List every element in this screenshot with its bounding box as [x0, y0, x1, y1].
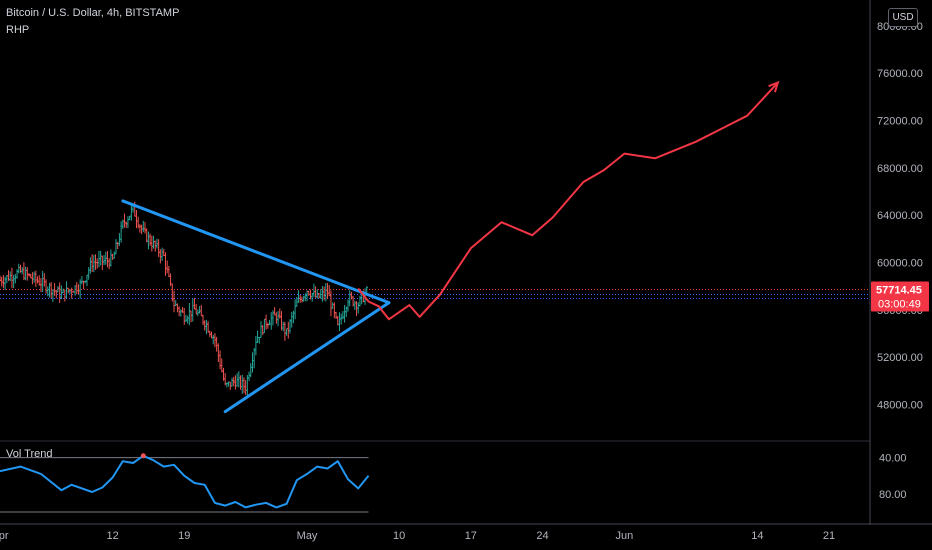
vol-trend-overbought-mark — [140, 453, 146, 459]
time-tick-label: Jun — [615, 530, 633, 542]
price-tick-label: 72000.00 — [877, 115, 923, 127]
price-axis[interactable]: 48000.0052000.0056000.0060000.0064000.00… — [877, 21, 923, 412]
indicator-tick-label: 80.00 — [879, 489, 907, 501]
price-tick-label: 52000.00 — [877, 352, 923, 364]
indicator-axis[interactable]: 80.00 40.00 — [879, 453, 907, 501]
currency-button[interactable]: USD — [888, 8, 918, 27]
chart-title[interactable]: Bitcoin / U.S. Dollar, 4h, BITSTAMP — [6, 7, 180, 19]
time-tick-label: 14 — [751, 530, 763, 542]
projection-path — [357, 81, 779, 321]
time-tick-label: 10 — [393, 530, 405, 542]
price-tick-label: 60000.00 — [877, 257, 923, 269]
time-tick-label: May — [297, 530, 318, 542]
indicator-name-rhp[interactable]: RHP — [6, 24, 30, 36]
vol-trend-line — [0, 454, 370, 509]
price-tick-label: 64000.00 — [877, 210, 923, 222]
time-tick-label: 21 — [823, 530, 835, 542]
time-axis[interactable]: Apr 12 19 May 10 17 24 Jun 14 21 — [0, 530, 835, 542]
countdown-timer: 03:00:49 — [878, 299, 921, 311]
time-tick-label: 12 — [106, 530, 118, 542]
vol-trend-label[interactable]: Vol Trend — [6, 448, 53, 460]
indicator-tick-label: 40.00 — [879, 453, 907, 465]
indicator-pane[interactable] — [0, 453, 370, 513]
last-price-value: 57714.45 — [876, 285, 922, 297]
last-price-tag — [871, 281, 929, 312]
triangle-lower-trendline — [223, 301, 391, 414]
projection-arrow-head — [768, 80, 780, 93]
drawings-layer[interactable] — [121, 80, 780, 414]
time-tick-label: 24 — [536, 530, 548, 542]
price-tags: 57714.45 03:00:49 — [871, 281, 929, 312]
time-tick-label: 19 — [178, 530, 190, 542]
time-tick-label: 17 — [465, 530, 477, 542]
price-pane[interactable] — [0, 201, 870, 396]
triangle-upper-trendline — [121, 199, 391, 305]
price-tick-label: 68000.00 — [877, 163, 923, 175]
time-tick-label: Apr — [0, 530, 9, 542]
price-tick-label: 76000.00 — [877, 68, 923, 80]
price-tick-label: 48000.00 — [877, 399, 923, 411]
